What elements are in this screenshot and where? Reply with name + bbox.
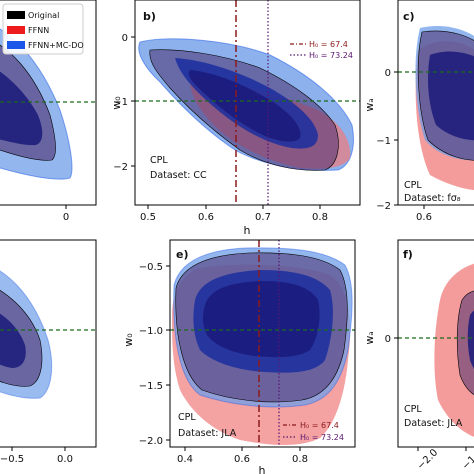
panel-e-ytick-label: −0.5 bbox=[139, 262, 163, 273]
panel-f-label: f) bbox=[403, 248, 413, 261]
panel-f-ytick-label: 0 bbox=[385, 334, 391, 345]
panel-f-xtick-label: −1 bbox=[460, 454, 474, 472]
legend-label-mcdo: FFNN+MC-DO bbox=[28, 41, 84, 50]
panel-b-ylabel: w₀ bbox=[110, 96, 123, 110]
panel-e-annotation-model: CPL bbox=[178, 412, 196, 423]
panel-c-xtick-label: 0.6 bbox=[416, 212, 432, 223]
panel-b-xlabel: h bbox=[244, 224, 251, 237]
panel-e-ytick-label: −1.0 bbox=[139, 326, 163, 337]
legend: Original FFNN FFNN+MC-DO bbox=[2, 3, 84, 55]
panel-d-inner bbox=[0, 313, 26, 368]
panel-f-ylabel: wₐ bbox=[363, 331, 376, 344]
panel-b-frame bbox=[134, 0, 361, 206]
panel-c-frame bbox=[397, 0, 474, 206]
panel-a: 0 bbox=[0, 0, 97, 223]
panel-e-inner bbox=[202, 281, 320, 358]
panel-e-frame bbox=[169, 239, 356, 448]
panel-f-xtick-label: −2.0 bbox=[415, 447, 440, 472]
panel-e-xtick-label: 0.8 bbox=[292, 454, 308, 465]
panel-b-ytick-label: −2 bbox=[113, 162, 128, 173]
panel-f-inner bbox=[467, 310, 474, 369]
panel-c-ytick-label: 0 bbox=[385, 68, 391, 79]
panel-a-xtick-label: 0 bbox=[63, 212, 69, 223]
legend-swatch-mcdo bbox=[7, 41, 25, 49]
panel-b-inner bbox=[188, 70, 301, 142]
panel-c-label: c) bbox=[403, 10, 415, 23]
panel-b-xtick-label: 0.6 bbox=[198, 212, 214, 223]
panel-a-frame bbox=[0, 0, 97, 206]
panel-c-annotation-model: CPL bbox=[404, 180, 422, 191]
panel-d-xtick-label: 0.0 bbox=[57, 454, 73, 465]
legend-swatch-ffnn bbox=[7, 26, 25, 34]
panel-e: H₀ = 67.4 H₀ = 73.24 e) CPL Dataset: JLA… bbox=[122, 239, 356, 474]
panel-b-ytick-label: −1 bbox=[113, 97, 128, 108]
panel-e-h0-legend-1: H₀ = 67.4 bbox=[300, 421, 339, 430]
panel-b-label: b) bbox=[143, 10, 156, 23]
panel-e-ylabel: w₀ bbox=[122, 333, 135, 347]
panel-b-h0-legend-1: H₀ = 67.4 bbox=[309, 40, 348, 49]
panel-b-ytick-label: 0 bbox=[122, 33, 128, 44]
panel-e-annotation-dataset: Dataset: JLA bbox=[178, 428, 237, 439]
panel-b: H₀ = 67.4 H₀ = 73.24 b) CPL Dataset: CC … bbox=[110, 0, 361, 237]
panel-e-xtick-label: 0.6 bbox=[234, 454, 250, 465]
panel-d: −0.5 0.0 bbox=[0, 239, 97, 465]
panel-e-h0-legend-2: H₀ = 73.24 bbox=[300, 433, 344, 442]
panel-e-label: e) bbox=[176, 248, 189, 261]
panel-d-frame bbox=[0, 239, 97, 448]
panel-f: f) CPL Dataset: JLA 0 wₐ −2.0 −1 bbox=[363, 239, 474, 472]
panel-c-inner bbox=[428, 51, 474, 141]
panel-f-frame bbox=[397, 239, 474, 448]
legend-label-original: Original bbox=[28, 11, 59, 20]
panel-c-ytick-label: −1 bbox=[376, 136, 391, 147]
legend-label-ffnn: FFNN bbox=[28, 26, 49, 35]
panel-c: c) CPL Dataset: fσ₈ 0 −1 −2 wₐ 0.6 bbox=[363, 0, 474, 223]
panel-c-annotation-dataset: Dataset: fσ₈ bbox=[404, 193, 461, 204]
panel-d-xtick-label: −0.5 bbox=[0, 454, 24, 465]
panel-b-annotation-dataset: Dataset: CC bbox=[150, 170, 207, 181]
panel-b-xtick-label: 0.7 bbox=[255, 212, 271, 223]
panel-b-h0-legend-2: H₀ = 73.24 bbox=[309, 51, 353, 60]
panel-f-annotation-model: CPL bbox=[404, 404, 422, 415]
panel-b-xtick-label: 0.5 bbox=[140, 212, 156, 223]
legend-swatch-original bbox=[7, 11, 25, 19]
panel-e-ytick-label: −1.5 bbox=[139, 381, 163, 392]
panel-c-ytick-label: −2 bbox=[376, 201, 391, 212]
panel-c-ylabel: wₐ bbox=[363, 98, 376, 111]
panel-b-annotation-model: CPL bbox=[150, 155, 168, 166]
panel-e-xlabel: h bbox=[259, 464, 266, 474]
panel-a-inner bbox=[0, 71, 43, 146]
panel-f-annotation-dataset: Dataset: JLA bbox=[404, 418, 463, 429]
panel-b-xtick-label: 0.8 bbox=[312, 212, 328, 223]
panel-e-ytick-label: −2.0 bbox=[139, 436, 163, 447]
panel-e-xtick-label: 0.4 bbox=[177, 454, 193, 465]
